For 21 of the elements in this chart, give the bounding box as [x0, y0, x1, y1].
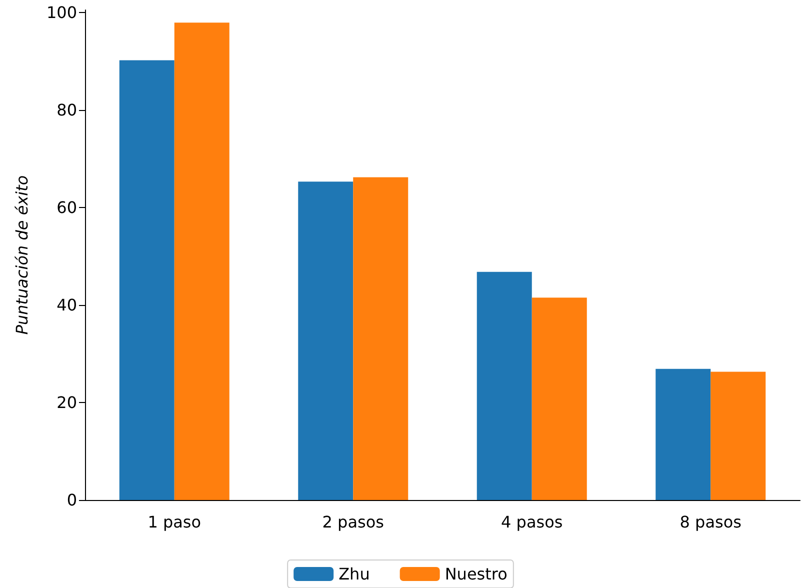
y-axis-title: Puntuación de éxito — [12, 175, 32, 335]
legend-label: Nuestro — [444, 564, 508, 584]
legend-label: Zhu — [338, 564, 370, 584]
bar — [298, 182, 354, 500]
y-tick-label: 60 — [56, 198, 77, 217]
y-tick-label: 0 — [66, 490, 77, 510]
y-tick-label: 80 — [56, 100, 77, 120]
bar — [174, 22, 230, 500]
bar — [353, 177, 408, 500]
bar — [476, 272, 532, 500]
y-tick-label: 40 — [56, 295, 77, 314]
bar — [532, 298, 587, 500]
x-tick-label: 8 pasos — [680, 512, 742, 532]
y-tick-label: 20 — [56, 392, 77, 412]
bar — [710, 372, 766, 500]
y-tick-label: 100 — [46, 2, 77, 22]
bar — [656, 368, 711, 500]
x-tick-label: 1 paso — [148, 512, 202, 532]
bar — [119, 60, 174, 500]
x-tick-label: 4 pasos — [501, 512, 563, 532]
x-tick-label: 2 pasos — [322, 512, 384, 532]
